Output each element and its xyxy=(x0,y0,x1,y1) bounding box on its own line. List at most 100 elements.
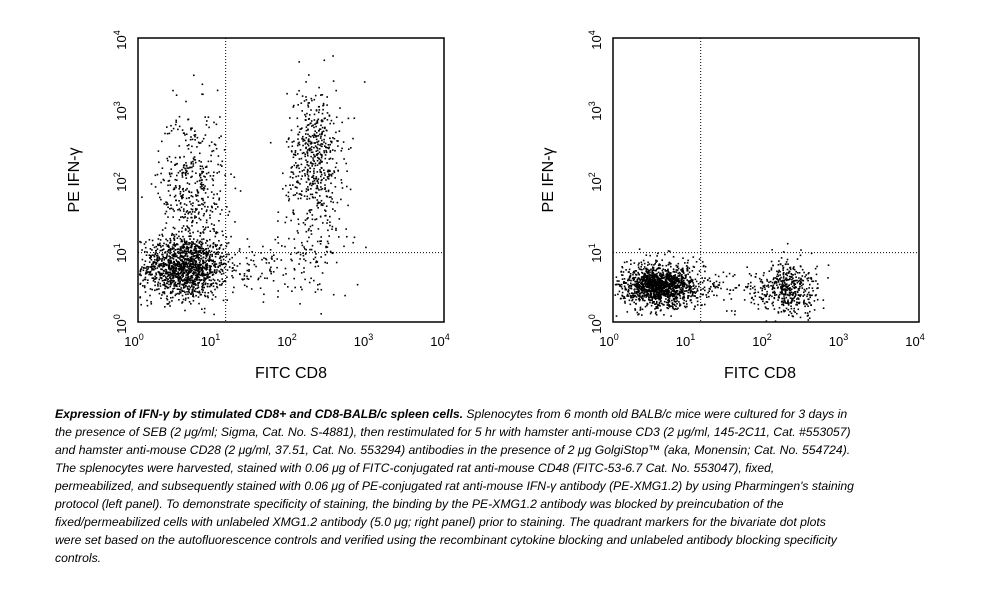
right-event-dot xyxy=(645,283,648,285)
left-event-dot xyxy=(144,260,147,262)
left-event-dot xyxy=(186,210,189,212)
left-event-dot xyxy=(207,196,209,198)
left-event-dot xyxy=(170,207,173,210)
left-event-dot xyxy=(208,251,210,253)
right-event-dot xyxy=(777,280,780,282)
left-event-dot xyxy=(199,174,202,176)
left-event-dot xyxy=(194,266,197,268)
left-event-dot xyxy=(314,94,317,97)
left-event-dot xyxy=(191,225,193,227)
left-event-dot xyxy=(198,279,201,281)
right-event-dot xyxy=(650,311,653,313)
left-event-dot xyxy=(152,244,154,246)
left-event-dot xyxy=(149,271,151,274)
right-event-dot xyxy=(708,295,710,298)
left-event-dot xyxy=(277,211,280,213)
right-event-dot xyxy=(633,301,635,304)
left-event-dot xyxy=(310,109,312,111)
left-event-dot xyxy=(192,295,194,297)
left-event-dot xyxy=(227,261,230,263)
right-event-dot xyxy=(795,294,797,296)
right-x-tick-label: 100 xyxy=(599,332,618,349)
left-event-dot xyxy=(160,263,163,265)
right-event-dot xyxy=(626,311,629,313)
right-event-dot xyxy=(787,285,789,287)
left-event-dot xyxy=(167,258,170,261)
left-event-dot xyxy=(310,141,313,144)
right-event-dot xyxy=(654,281,657,283)
left-event-dot xyxy=(184,291,186,294)
right-event-dot xyxy=(754,295,757,297)
left-event-dot xyxy=(194,215,196,217)
left-event-dot xyxy=(211,206,213,209)
left-event-dot xyxy=(172,267,175,270)
left-event-dot xyxy=(172,226,175,229)
left-event-dot xyxy=(193,268,195,271)
right-event-dot xyxy=(671,285,673,287)
right-event-dot xyxy=(772,287,774,289)
left-event-dot xyxy=(228,258,231,261)
right-event-dot xyxy=(809,296,811,299)
left-event-dot xyxy=(169,292,172,295)
left-event-dot xyxy=(169,184,171,186)
left-event-dot xyxy=(144,246,147,249)
left-event-dot xyxy=(202,199,204,202)
left-event-dot xyxy=(334,149,336,152)
left-event-dot xyxy=(150,301,152,303)
right-event-dot xyxy=(797,294,800,296)
left-event-dot xyxy=(195,247,197,250)
left-event-dot xyxy=(303,271,305,273)
left-event-dot xyxy=(174,262,176,265)
left-event-dot xyxy=(197,282,199,285)
left-event-dot xyxy=(204,166,207,168)
left-event-dot xyxy=(185,204,188,206)
right-event-dot xyxy=(802,279,805,282)
right-event-dot xyxy=(750,301,753,304)
left-event-dot xyxy=(301,288,303,291)
left-event-dot xyxy=(166,132,169,135)
left-event-dot xyxy=(288,199,290,202)
left-event-dot xyxy=(184,255,186,257)
left-event-dot xyxy=(163,259,166,261)
left-event-dot xyxy=(174,178,177,181)
right-event-dot xyxy=(714,287,717,289)
left-event-dot xyxy=(221,209,223,211)
left-event-dot xyxy=(160,246,162,248)
left-event-dot xyxy=(195,294,197,297)
left-event-dot xyxy=(195,261,198,263)
left-event-dot xyxy=(162,275,165,277)
left-event-dot xyxy=(172,127,175,130)
left-event-dot xyxy=(285,273,287,275)
right-event-dot xyxy=(643,268,645,270)
left-event-dot xyxy=(156,267,159,269)
left-event-dot xyxy=(186,170,188,172)
left-event-dot xyxy=(156,256,159,259)
left-event-dot xyxy=(231,262,234,264)
right-event-dot xyxy=(786,242,789,245)
left-event-dot xyxy=(188,288,191,291)
left-event-dot xyxy=(298,143,301,146)
left-event-dot xyxy=(172,255,174,258)
left-event-dot xyxy=(156,258,158,260)
right-event-dot xyxy=(637,294,639,296)
right-event-dot xyxy=(692,282,695,284)
left-event-dot xyxy=(321,133,323,135)
right-event-dot xyxy=(635,286,638,288)
left-event-dot xyxy=(187,248,189,251)
left-event-dot xyxy=(193,255,195,257)
right-event-dot xyxy=(665,285,667,287)
left-event-dot xyxy=(325,179,327,181)
left-event-dot xyxy=(165,297,168,300)
left-event-dot xyxy=(323,138,325,141)
left-event-dot xyxy=(198,281,200,284)
left-event-dot xyxy=(213,251,216,253)
right-event-dot xyxy=(614,294,617,296)
right-event-dot xyxy=(807,279,809,282)
left-event-dot xyxy=(307,133,309,136)
left-event-dot xyxy=(146,268,148,271)
left-event-dot xyxy=(213,261,215,263)
left-event-dot xyxy=(185,274,187,276)
right-event-dot xyxy=(688,267,691,270)
right-event-dot xyxy=(676,266,679,268)
right-event-dot xyxy=(763,294,766,296)
